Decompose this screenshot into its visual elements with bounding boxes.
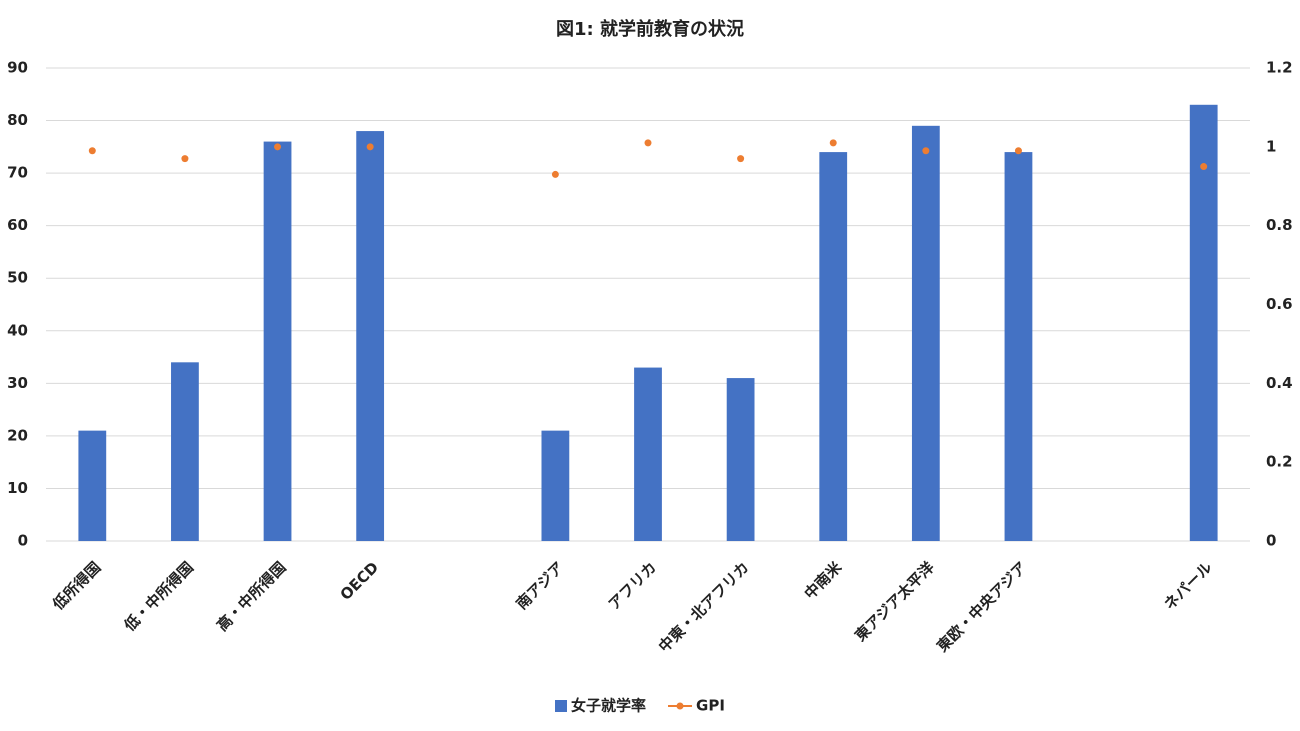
bar — [819, 152, 848, 542]
x-tick-label: 南アジア — [513, 558, 568, 613]
y2-tick-label: 0.2 — [1266, 453, 1293, 471]
bar — [634, 367, 662, 541]
y-tick-label: 60 — [7, 216, 28, 234]
legend-swatch — [676, 702, 684, 710]
x-tick-label: 高・中所得国 — [213, 558, 289, 634]
y2-tick-label: 0 — [1266, 532, 1276, 550]
x-tick-label: 低所得国 — [48, 558, 104, 614]
bar — [541, 430, 570, 541]
point — [737, 155, 745, 163]
bar — [171, 362, 199, 541]
legend-label: 女子就学率 — [571, 697, 646, 715]
legend-swatch — [555, 700, 567, 712]
x-tick-label: アフリカ — [605, 558, 660, 613]
point — [1200, 163, 1208, 171]
chart-title: 図1: 就学前教育の状況 — [556, 18, 744, 40]
point — [181, 155, 189, 163]
point — [551, 170, 559, 178]
legend-label: GPI — [696, 697, 725, 715]
y-tick-label: 50 — [7, 269, 28, 287]
point — [88, 147, 96, 155]
point — [829, 139, 837, 147]
x-tick-label: 低・中所得国 — [120, 558, 197, 635]
y-tick-label: 0 — [18, 532, 28, 550]
x-tick-label: 東アジア太平洋 — [851, 558, 938, 645]
bar — [911, 125, 940, 542]
bar — [1189, 104, 1218, 542]
bar — [1004, 152, 1033, 542]
y2-tick-label: 0.6 — [1266, 295, 1293, 313]
x-tick-label: 東欧・中央アジア — [933, 558, 1030, 655]
y-tick-label: 40 — [7, 321, 28, 339]
y2-tick-label: 0.4 — [1266, 374, 1293, 392]
y-tick-label: 80 — [7, 111, 28, 129]
bar — [263, 141, 292, 542]
y2-tick-label: 1.2 — [1266, 59, 1293, 77]
x-tick-label: 中南米 — [801, 558, 846, 603]
bar — [78, 430, 107, 541]
y-tick-label: 70 — [7, 164, 28, 182]
y-tick-label: 10 — [7, 479, 28, 497]
y-tick-label: 90 — [7, 59, 28, 77]
bar — [356, 131, 385, 542]
point — [644, 139, 652, 147]
point — [922, 147, 930, 155]
point — [274, 143, 282, 151]
y-tick-label: 20 — [7, 426, 28, 444]
x-tick-label: 中東・北アフリカ — [655, 558, 753, 656]
y2-tick-label: 0.8 — [1266, 216, 1293, 234]
y-tick-label: 30 — [7, 374, 28, 392]
bar — [726, 378, 755, 541]
y2-tick-label: 1 — [1266, 137, 1276, 155]
point — [1014, 147, 1022, 155]
legend: 女子就学率 GPI — [555, 697, 725, 715]
point — [366, 143, 374, 151]
x-tick-label: OECD — [337, 558, 383, 604]
x-tick-label: ネパール — [1161, 558, 1216, 613]
